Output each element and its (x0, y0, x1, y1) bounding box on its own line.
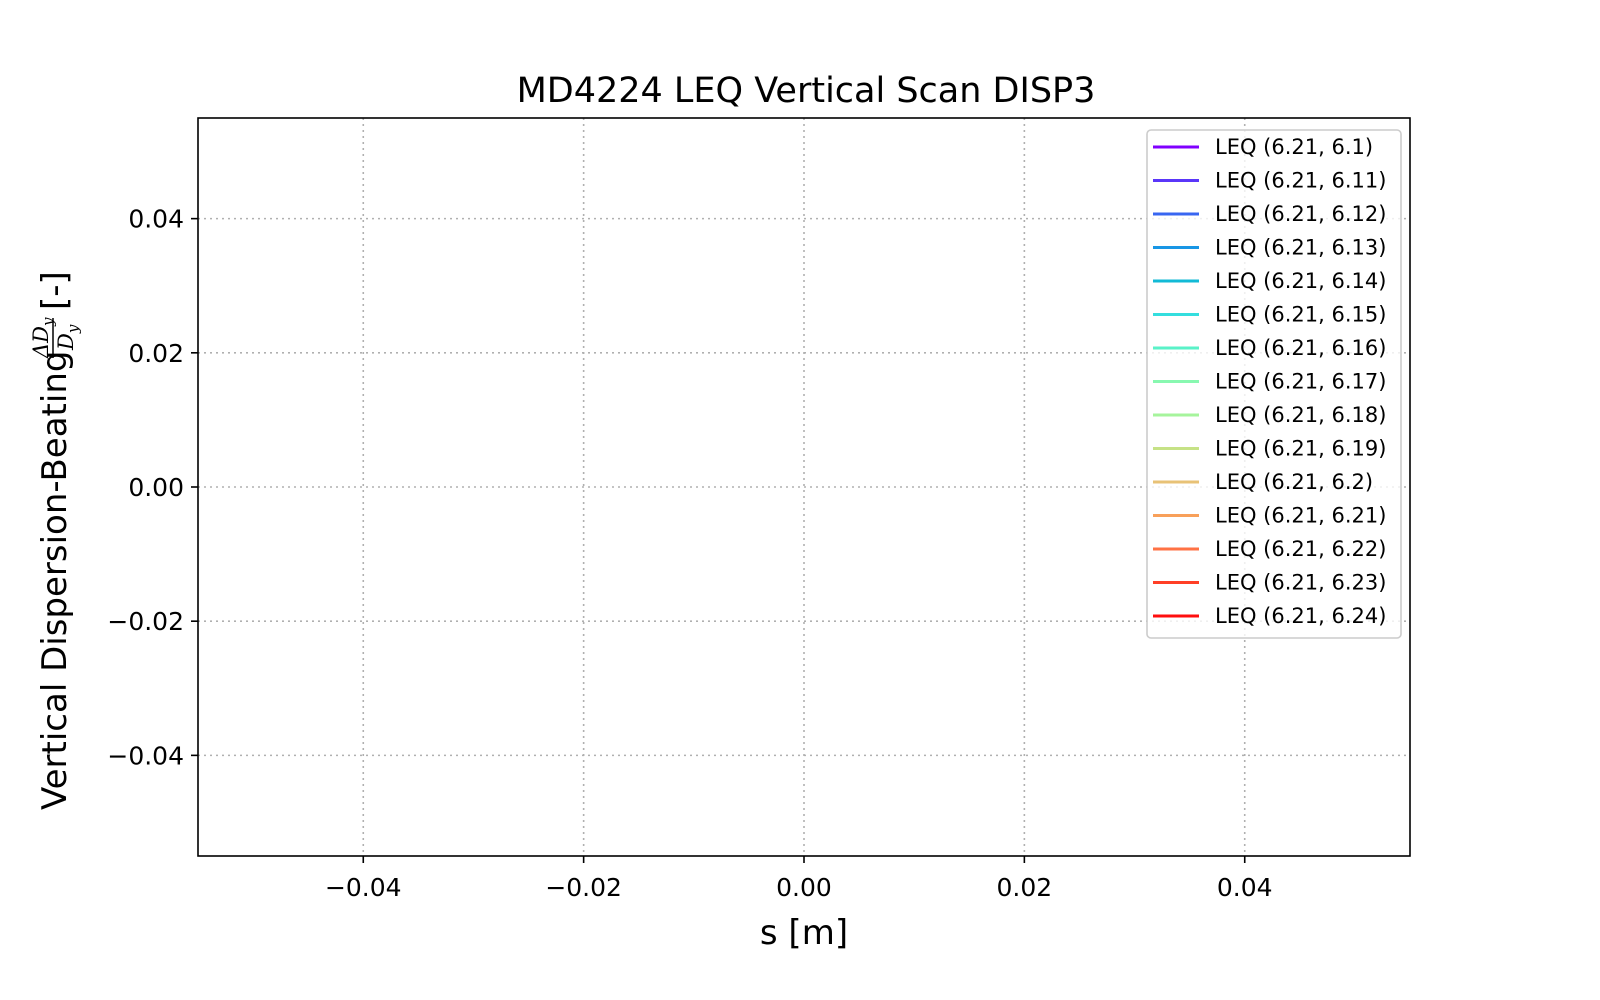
y-axis: 0.04 0.02 0.00 −0.02 −0.04 (107, 205, 198, 770)
y-tick-label: −0.02 (107, 607, 184, 636)
legend-label: LEQ (6.21, 6.22) (1215, 537, 1386, 561)
y-axis-label-unit: [-] (35, 271, 75, 310)
legend-label: LEQ (6.21, 6.14) (1215, 269, 1386, 293)
legend-label: LEQ (6.21, 6.2) (1215, 470, 1373, 494)
legend-label: LEQ (6.21, 6.24) (1215, 604, 1386, 628)
x-tick-label: 0.00 (776, 873, 832, 902)
legend-label: LEQ (6.21, 6.19) (1215, 437, 1386, 461)
y-tick-label: −0.04 (107, 741, 184, 770)
y-axis-label-text: Vertical Dispersion-Beating (35, 351, 75, 810)
y-axis-label-fraction: ΔDy Dy (29, 317, 82, 359)
chart-title: MD4224 LEQ Vertical Scan DISP3 (517, 71, 1096, 111)
legend-box (1146, 129, 1402, 639)
x-axis: −0.04 −0.02 0.00 0.02 0.04 (325, 856, 1273, 902)
legend-label: LEQ (6.21, 6.11) (1215, 169, 1386, 193)
legend: LEQ (6.21, 6.1) LEQ (6.21, 6.11) LEQ (6.21… (1146, 129, 1402, 639)
legend-label: LEQ (6.21, 6.1) (1215, 135, 1373, 159)
svg-text:[-]: [-] (35, 271, 75, 310)
legend-label: LEQ (6.21, 6.23) (1215, 571, 1386, 595)
y-axis-label-numerator-sub: y (39, 317, 57, 327)
y-tick-label: 0.02 (128, 339, 184, 368)
legend-label: LEQ (6.21, 6.13) (1215, 236, 1386, 260)
legend-label: LEQ (6.21, 6.17) (1215, 370, 1386, 394)
x-tick-label: 0.02 (997, 873, 1053, 902)
y-axis-label-denominator: D (54, 333, 78, 351)
y-tick-label: 0.00 (128, 473, 184, 502)
x-axis-label: s [m] (760, 913, 848, 953)
svg-text:Dy: Dy (54, 324, 82, 351)
x-tick-label: −0.04 (325, 873, 402, 902)
x-tick-label: −0.02 (545, 873, 622, 902)
y-axis-label-numerator: ΔD (29, 326, 53, 359)
legend-label: LEQ (6.21, 6.15) (1215, 303, 1386, 327)
legend-label: LEQ (6.21, 6.21) (1215, 504, 1386, 528)
legend-label: LEQ (6.21, 6.18) (1215, 403, 1386, 427)
svg-text:Vertical Dispersion-Beating: Vertical Dispersion-Beating (35, 351, 75, 810)
x-tick-label: 0.04 (1217, 873, 1273, 902)
svg-text:ΔDy: ΔDy (29, 317, 57, 359)
legend-label: LEQ (6.21, 6.16) (1215, 336, 1386, 360)
y-axis-label: Vertical Dispersion-Beating ΔDy Dy [-] (29, 271, 82, 810)
y-tick-label: 0.04 (128, 205, 184, 234)
legend-label: LEQ (6.21, 6.12) (1215, 202, 1386, 226)
y-axis-label-denominator-sub: y (64, 324, 82, 334)
